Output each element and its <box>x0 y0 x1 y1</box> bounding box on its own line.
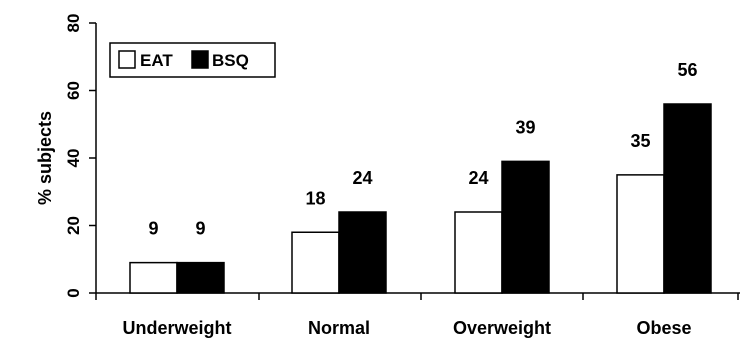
y-tick-label-0: 0 <box>64 288 83 297</box>
x-category-label-underweight: Underweight <box>122 318 231 338</box>
legend-label-bsq: BSQ <box>212 51 249 70</box>
y-tick-label-80: 80 <box>64 14 83 33</box>
legend-swatch-bsq <box>191 50 209 69</box>
y-tick-label-20: 20 <box>64 216 83 235</box>
data-label-eat-obese: 35 <box>630 131 650 151</box>
data-label-bsq-overweight: 39 <box>515 117 535 137</box>
bar-eat-normal <box>291 231 340 294</box>
bars <box>129 103 712 294</box>
legend: EAT BSQ <box>109 42 276 78</box>
data-label-eat-normal: 18 <box>305 188 325 208</box>
bar-bsq-obese <box>663 103 712 294</box>
bar-eat-obese <box>616 174 665 294</box>
data-labels: 9 18 24 35 9 24 39 56 <box>148 60 697 239</box>
bar-bsq-normal <box>338 211 387 294</box>
y-axis-title: % subjects <box>35 111 55 205</box>
data-label-bsq-underweight: 9 <box>195 219 205 239</box>
legend-swatch-eat <box>118 50 136 69</box>
x-category-label-normal: Normal <box>308 318 370 338</box>
bar-eat-underweight <box>129 261 178 294</box>
legend-label-eat: EAT <box>140 51 173 70</box>
y-tick-label-40: 40 <box>64 149 83 168</box>
x-axis: Underweight Normal Overweight Obese <box>95 292 740 338</box>
x-category-label-obese: Obese <box>636 318 691 338</box>
bar-bsq-underweight <box>176 261 225 294</box>
x-category-label-overweight: Overweight <box>453 318 551 338</box>
data-label-bsq-obese: 56 <box>677 60 697 80</box>
data-label-eat-underweight: 9 <box>148 219 158 239</box>
y-tick-label-60: 60 <box>64 81 83 100</box>
data-label-bsq-normal: 24 <box>352 168 372 188</box>
y-axis: 0 20 40 60 80 <box>64 14 97 298</box>
data-label-eat-overweight: 24 <box>468 168 488 188</box>
bar-eat-overweight <box>454 211 503 294</box>
bar-bsq-overweight <box>501 160 550 294</box>
